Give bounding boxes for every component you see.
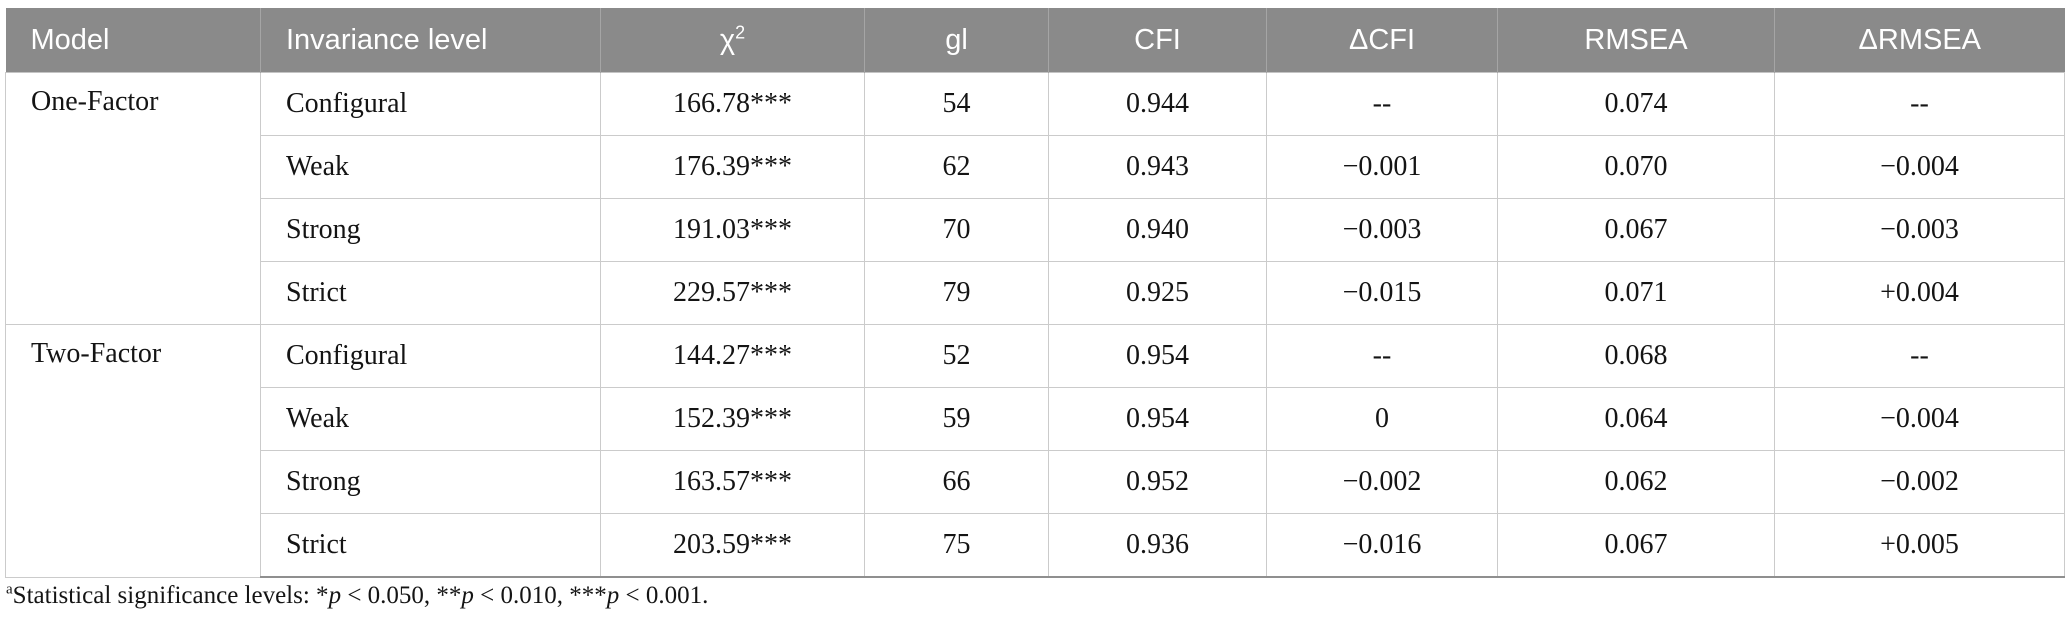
invariance-fit-table: Model Invariance level χ2 gl CFI ΔCFI RM… <box>5 8 2065 578</box>
table-header-row: Model Invariance level χ2 gl CFI ΔCFI RM… <box>5 8 2065 73</box>
table-row: Weak 176.39*** 62 0.943 −0.001 0.070 −0.… <box>6 135 2065 199</box>
chi-symbol: χ <box>719 23 736 56</box>
cell-invariance: Strict <box>260 513 601 578</box>
cell-drmsea: +0.004 <box>1774 261 2065 325</box>
cell-cfi: 0.954 <box>1048 387 1267 451</box>
cell-cfi: 0.925 <box>1048 261 1267 325</box>
col-header-chi-square: χ2 <box>600 8 865 73</box>
cell-chi2: 229.57*** <box>600 261 865 325</box>
cell-gl: 52 <box>864 324 1049 388</box>
table-row: Strong 163.57*** 66 0.952 −0.002 0.062 −… <box>6 450 2065 514</box>
cell-drmsea: −0.002 <box>1774 450 2065 514</box>
table-row: Two-Factor Configural 144.27*** 52 0.954… <box>5 324 2065 578</box>
cell-chi2: 163.57*** <box>600 450 865 514</box>
cell-invariance: Strong <box>260 450 601 514</box>
cell-drmsea: −0.004 <box>1774 387 2065 451</box>
col-header-delta-cfi: ΔCFI <box>1266 8 1498 73</box>
cell-cfi: 0.954 <box>1048 324 1267 388</box>
footnote-marker: a <box>6 581 13 598</box>
cell-dcfi: 0 <box>1266 387 1498 451</box>
table-row: Strong 191.03*** 70 0.940 −0.003 0.067 −… <box>6 198 2065 262</box>
cell-dcfi: −0.016 <box>1266 513 1498 578</box>
cell-drmsea: -- <box>1774 72 2065 136</box>
col-header-delta-rmsea: ΔRMSEA <box>1774 8 2065 73</box>
cell-invariance: Configural <box>260 324 601 388</box>
cell-gl: 66 <box>864 450 1049 514</box>
cell-cfi: 0.943 <box>1048 135 1267 199</box>
col-header-gl: gl <box>864 8 1049 73</box>
cell-dcfi: −0.001 <box>1266 135 1498 199</box>
cell-gl: 54 <box>864 72 1049 136</box>
chi-exponent: 2 <box>735 21 746 42</box>
cell-gl: 75 <box>864 513 1049 578</box>
cell-rmsea: 0.067 <box>1497 513 1775 578</box>
table-row: One-Factor Configural 166.78*** 54 0.944… <box>5 72 2065 325</box>
col-header-rmsea: RMSEA <box>1497 8 1775 73</box>
cell-rmsea: 0.071 <box>1497 261 1775 325</box>
cell-invariance: Strict <box>260 261 601 325</box>
cell-model-one-factor: One-Factor <box>5 72 261 325</box>
cell-rmsea: 0.074 <box>1497 72 1775 136</box>
cell-chi2: 176.39*** <box>600 135 865 199</box>
cell-chi2: 191.03*** <box>600 198 865 262</box>
cell-dcfi: −0.002 <box>1266 450 1498 514</box>
footnote-text: Statistical significance levels: * <box>12 582 329 609</box>
cell-dcfi: -- <box>1266 324 1498 388</box>
cell-invariance: Weak <box>260 135 601 199</box>
cell-gl: 62 <box>864 135 1049 199</box>
cell-dcfi: −0.015 <box>1266 261 1498 325</box>
cell-gl: 70 <box>864 198 1049 262</box>
table-row: Strict 203.59*** 75 0.936 −0.016 0.067 +… <box>6 513 2065 578</box>
col-header-invariance: Invariance level <box>260 8 601 73</box>
cell-drmsea: −0.003 <box>1774 198 2065 262</box>
cell-cfi: 0.936 <box>1048 513 1267 578</box>
cell-model-two-factor: Two-Factor <box>5 324 261 578</box>
table-row: Strict 229.57*** 79 0.925 −0.015 0.071 +… <box>6 261 2065 325</box>
cell-rmsea: 0.062 <box>1497 450 1775 514</box>
cell-dcfi: −0.003 <box>1266 198 1498 262</box>
cell-chi2: 166.78*** <box>600 72 865 136</box>
footnote-p-symbol: p <box>328 582 342 609</box>
significance-footnote: aStatistical significance levels: *p < 0… <box>6 582 708 610</box>
cell-cfi: 0.952 <box>1048 450 1267 514</box>
cell-invariance: Configural <box>260 72 601 136</box>
col-header-cfi: CFI <box>1048 8 1267 73</box>
footnote-p-symbol: p <box>606 582 620 609</box>
table-row: Weak 152.39*** 59 0.954 0 0.064 −0.004 <box>6 387 2065 451</box>
cell-dcfi: -- <box>1266 72 1498 136</box>
cell-gl: 59 <box>864 387 1049 451</box>
footnote-text: < 0.050, ** <box>341 582 462 609</box>
cell-cfi: 0.944 <box>1048 72 1267 136</box>
cell-drmsea: +0.005 <box>1774 513 2065 578</box>
cell-rmsea: 0.070 <box>1497 135 1775 199</box>
cell-cfi: 0.940 <box>1048 198 1267 262</box>
footnote-text: < 0.010, *** <box>473 582 607 609</box>
cell-gl: 79 <box>864 261 1049 325</box>
cell-chi2: 203.59*** <box>600 513 865 578</box>
footnote-p-symbol: p <box>461 582 474 609</box>
footnote-text: < 0.001. <box>619 582 709 609</box>
cell-rmsea: 0.064 <box>1497 387 1775 451</box>
cell-rmsea: 0.067 <box>1497 198 1775 262</box>
cell-chi2: 144.27*** <box>600 324 865 388</box>
cell-drmsea: −0.004 <box>1774 135 2065 199</box>
cell-invariance: Weak <box>260 387 601 451</box>
cell-invariance: Strong <box>260 198 601 262</box>
cell-rmsea: 0.068 <box>1497 324 1775 388</box>
cell-chi2: 152.39*** <box>600 387 865 451</box>
col-header-model: Model <box>5 8 261 73</box>
cell-drmsea: -- <box>1774 324 2065 388</box>
